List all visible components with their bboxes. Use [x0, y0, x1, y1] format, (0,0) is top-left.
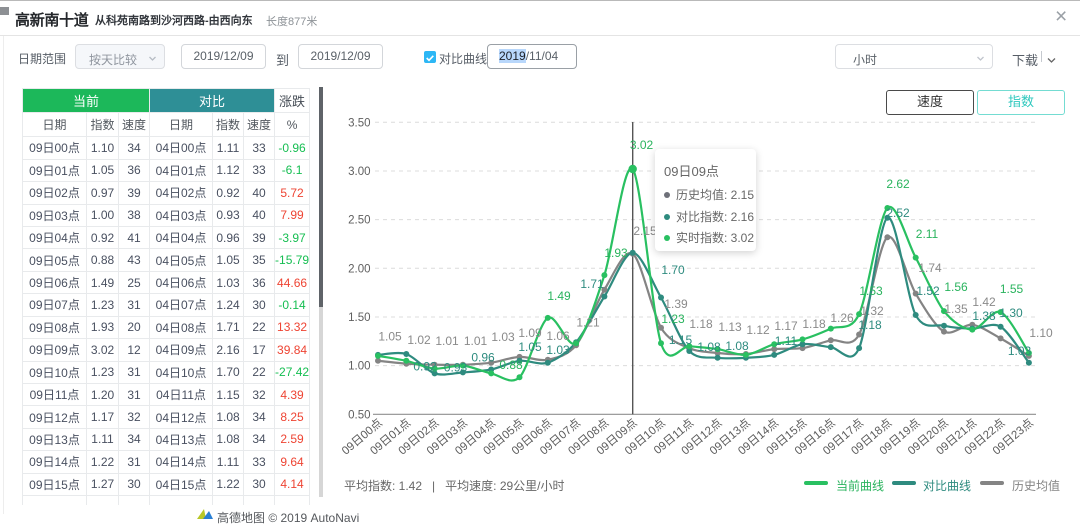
svg-text:0.92: 0.92 — [413, 360, 437, 374]
svg-text:1.09: 1.09 — [518, 326, 542, 340]
svg-text:1.15: 1.15 — [669, 333, 693, 347]
svg-text:1.03: 1.03 — [491, 330, 515, 344]
svg-text:0.88: 0.88 — [499, 358, 523, 372]
svg-text:1.05: 1.05 — [378, 330, 402, 344]
svg-text:1.26: 1.26 — [830, 311, 854, 325]
svg-text:1.55: 1.55 — [1000, 282, 1024, 296]
svg-text:1.23: 1.23 — [661, 312, 685, 326]
svg-text:1.35: 1.35 — [944, 302, 968, 316]
svg-text:0.96: 0.96 — [471, 351, 495, 365]
svg-text:1.50: 1.50 — [348, 312, 370, 324]
svg-text:1.02: 1.02 — [407, 333, 431, 347]
svg-text:1.52: 1.52 — [916, 284, 940, 298]
svg-text:1.18: 1.18 — [689, 317, 713, 331]
svg-text:3.02: 3.02 — [630, 138, 654, 152]
svg-text:1.08: 1.08 — [725, 339, 749, 353]
svg-text:1.30: 1.30 — [999, 306, 1023, 320]
svg-text:2.50: 2.50 — [348, 215, 370, 227]
svg-text:1.12: 1.12 — [746, 323, 770, 337]
svg-text:1.17: 1.17 — [774, 319, 798, 333]
svg-text:3.00: 3.00 — [348, 166, 370, 178]
svg-text:2.62: 2.62 — [886, 177, 910, 191]
svg-text:1.74: 1.74 — [918, 261, 942, 275]
svg-text:1.05: 1.05 — [518, 340, 542, 354]
svg-text:1.39: 1.39 — [664, 297, 688, 311]
svg-text:0.93: 0.93 — [444, 361, 468, 375]
svg-text:2.00: 2.00 — [348, 263, 370, 275]
svg-text:3.50: 3.50 — [348, 117, 370, 129]
svg-text:1.01: 1.01 — [464, 334, 488, 348]
svg-text:2.52: 2.52 — [886, 206, 910, 220]
svg-text:2.11: 2.11 — [916, 227, 939, 241]
svg-text:1.18: 1.18 — [858, 318, 882, 332]
svg-text:1.56: 1.56 — [944, 280, 968, 294]
svg-text:1.03: 1.03 — [1008, 344, 1032, 358]
svg-text:2.15: 2.15 — [633, 224, 657, 238]
svg-text:0.50: 0.50 — [348, 409, 370, 421]
svg-text:1.01: 1.01 — [435, 334, 459, 348]
svg-text:1.70: 1.70 — [661, 263, 685, 277]
svg-text:1.32: 1.32 — [860, 304, 884, 318]
svg-text:1.18: 1.18 — [802, 317, 826, 331]
svg-text:1.53: 1.53 — [859, 284, 883, 298]
svg-text:1.06: 1.06 — [546, 329, 570, 343]
svg-text:1.93: 1.93 — [604, 246, 628, 260]
svg-text:1.10: 1.10 — [1029, 326, 1053, 340]
svg-text:1.03: 1.03 — [546, 343, 570, 357]
svg-text:1.38: 1.38 — [972, 309, 996, 323]
svg-text:1.13: 1.13 — [718, 320, 742, 334]
svg-text:1.11: 1.11 — [775, 334, 798, 348]
svg-text:1.08: 1.08 — [697, 340, 721, 354]
svg-text:1.49: 1.49 — [547, 289, 571, 303]
svg-text:1.00: 1.00 — [348, 361, 370, 373]
svg-text:1.71: 1.71 — [580, 277, 604, 291]
svg-text:1.42: 1.42 — [972, 295, 996, 309]
svg-text:1.21: 1.21 — [576, 316, 600, 330]
